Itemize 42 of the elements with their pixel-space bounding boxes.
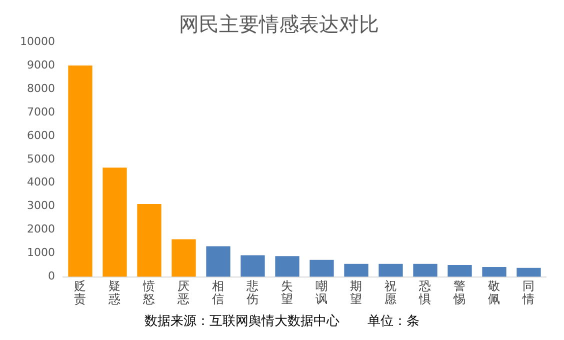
bar <box>275 256 300 277</box>
x-tick-label: 厌恶 <box>176 279 190 306</box>
y-tick-label: 9000 <box>26 58 55 72</box>
bar <box>102 168 127 277</box>
bar <box>344 264 368 277</box>
bar <box>68 65 92 277</box>
x-tick-label: 疑惑 <box>108 279 121 306</box>
chart-title: 网民主要情感表达对比 <box>179 12 379 36</box>
y-tick-label: 3000 <box>26 199 55 212</box>
bar <box>516 268 541 277</box>
text: 单位：条 <box>368 313 420 330</box>
x-tick-label: 警惕 <box>452 279 466 306</box>
x-tick-label: 相信 <box>212 279 224 306</box>
bar <box>137 204 162 277</box>
x-tick-label: 祝愿 <box>384 279 397 306</box>
x-tick-label: 恐惧 <box>418 279 432 306</box>
y-tick-label: 4000 <box>26 176 55 189</box>
bar <box>172 239 196 277</box>
x-tick-label: 期望 <box>350 279 362 306</box>
y-tick-label: 10000 <box>20 34 55 48</box>
source-note: 数据来源：互联网舆情大数据中心 <box>144 313 340 330</box>
x-tick-label: 同情 <box>522 279 535 306</box>
bar <box>240 255 265 277</box>
y-tick-label: 8000 <box>26 82 55 95</box>
y-tick-label: 1000 <box>26 246 55 260</box>
x-tick-label: 愤怒 <box>142 279 156 306</box>
bar <box>378 264 403 277</box>
bar <box>413 264 438 277</box>
x-tick-label: 敬佩 <box>488 279 500 306</box>
bar <box>310 260 334 277</box>
y-tick-label: 2000 <box>26 222 55 236</box>
x-tick-label: 悲伤 <box>246 279 259 306</box>
x-tick-label: 失望 <box>281 279 294 306</box>
y-tick-label: 7000 <box>26 105 55 118</box>
y-tick-label: 6000 <box>26 128 55 142</box>
y-tick-label: 5000 <box>26 152 55 166</box>
x-tick-label: 嘲讽 <box>316 279 328 306</box>
bar <box>482 266 506 277</box>
bar <box>448 265 472 277</box>
y-tick-label: 0 <box>48 270 55 283</box>
bar <box>206 246 230 277</box>
x-tick-label: 贬责 <box>74 279 86 306</box>
